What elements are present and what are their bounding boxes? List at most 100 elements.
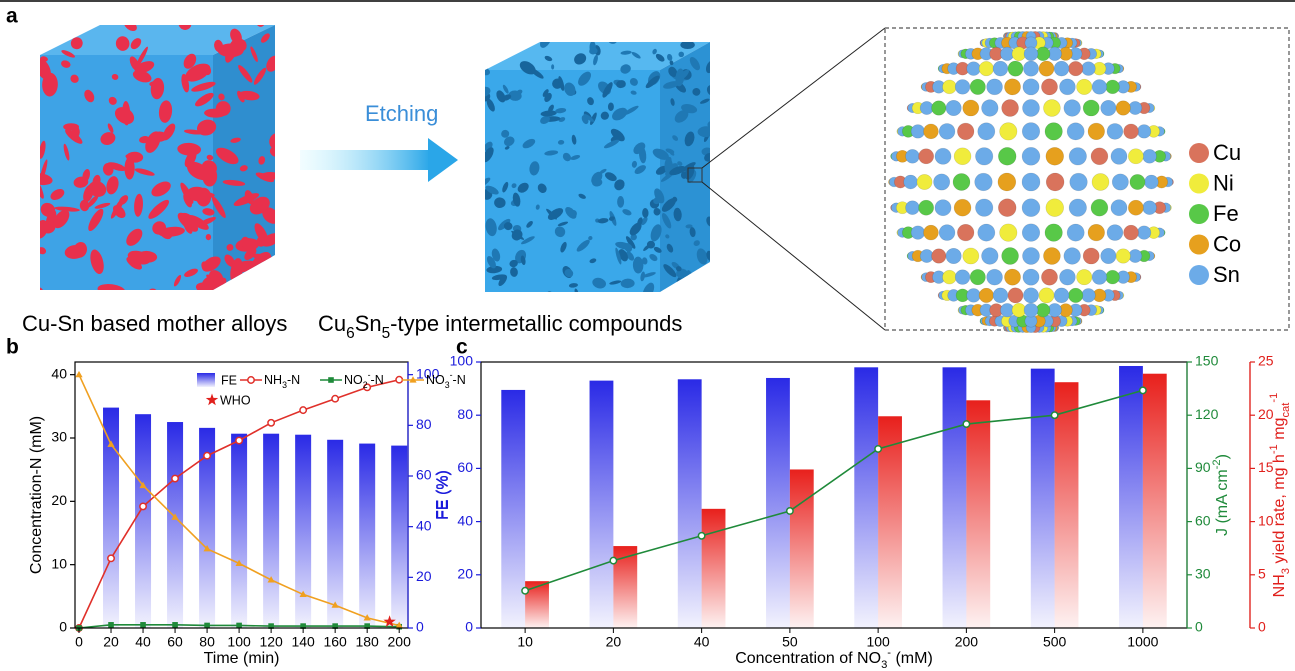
x-tick-label: 50 (782, 634, 798, 650)
atom (1101, 100, 1116, 115)
atom (943, 80, 957, 94)
marker (140, 503, 146, 509)
legend-label: NO3--N (426, 370, 466, 390)
x-tick-label: 160 (323, 634, 347, 650)
atom (1124, 225, 1139, 240)
y-tick-label: 60 (416, 467, 432, 483)
atom (967, 62, 981, 76)
alloy-blob (102, 290, 109, 296)
marker (172, 622, 178, 628)
atom (1045, 224, 1062, 241)
atom (919, 200, 934, 215)
element-legend: CuNiFeCoSn (1189, 140, 1241, 287)
alloy-blob (246, 271, 264, 287)
atom (1022, 173, 1040, 191)
x-tick-label: 40 (694, 634, 710, 650)
marker (248, 377, 254, 383)
atom (954, 148, 971, 165)
atom (1064, 248, 1081, 265)
atom (1092, 173, 1109, 190)
atom (935, 148, 951, 164)
arrow-label: Etching (365, 101, 438, 126)
text-part: -N (371, 373, 384, 387)
y-tick-label: 100 (450, 353, 474, 369)
zoom-line (702, 182, 885, 330)
atom (967, 288, 981, 302)
marker (108, 555, 114, 561)
atom (1022, 224, 1040, 242)
pore (617, 196, 624, 208)
arrow-shaft (300, 150, 430, 170)
alloy-blob (264, 277, 272, 286)
pore (551, 64, 554, 69)
atom (1041, 79, 1057, 95)
element-swatch (1189, 204, 1209, 224)
atom (1008, 61, 1023, 76)
atom (1023, 269, 1039, 285)
bar (678, 379, 702, 628)
atom (998, 199, 1016, 217)
atom (917, 174, 932, 189)
marker (236, 437, 242, 443)
marker (206, 394, 218, 406)
element-label: Fe (1213, 201, 1239, 226)
mother-alloy-cube (27, 8, 288, 306)
y-tick-label: 30 (1195, 566, 1211, 582)
x-tick-label: 180 (355, 634, 379, 650)
text-part: mg (1271, 418, 1288, 445)
element-label: Cu (1213, 140, 1241, 165)
text-part: NO (344, 373, 363, 387)
y-tick-label: 30 (51, 429, 67, 445)
atom (1068, 288, 1082, 302)
marker (75, 371, 82, 377)
atom (957, 224, 974, 241)
alloy-blob (48, 32, 66, 45)
atom (1000, 224, 1017, 241)
text-part: -N (453, 373, 466, 387)
bar (854, 367, 878, 628)
atom (978, 224, 995, 241)
x-tick-label: 0 (75, 634, 83, 650)
x-tick-label: 10 (517, 634, 533, 650)
x-tick-label: 200 (955, 634, 979, 650)
y-tick-label: 90 (1195, 459, 1211, 475)
atom (924, 225, 939, 240)
bar (590, 381, 614, 628)
marker (522, 588, 528, 594)
y-tick-label: 150 (1195, 353, 1219, 369)
x-tick-label: 1000 (1127, 634, 1158, 650)
atom (1091, 148, 1108, 165)
atom (1023, 79, 1039, 95)
atom (1107, 123, 1123, 139)
alloy-blob (124, 157, 134, 180)
atom (1111, 200, 1127, 216)
element-swatch (1189, 174, 1209, 194)
text-part: yield rate, mg h (1271, 454, 1288, 568)
atom (1144, 175, 1158, 189)
y-tick-label: 0 (59, 619, 67, 635)
pore (678, 52, 684, 58)
arrow-head (428, 138, 458, 182)
text-part: cat (1280, 402, 1292, 418)
text-part: 5 (382, 325, 391, 342)
y-tick-label: 5 (1258, 566, 1266, 582)
alloy-blob (237, 277, 256, 306)
atom (955, 80, 970, 95)
element-label: Sn (1213, 262, 1240, 287)
atom (1101, 248, 1116, 263)
bar (327, 440, 343, 628)
atom (1128, 200, 1143, 215)
atom (924, 124, 939, 139)
bar (1143, 374, 1167, 628)
atom (1069, 199, 1086, 216)
intermetallic-cube (476, 32, 719, 301)
y-tick-label: 0 (1258, 619, 1266, 635)
legend-swatch (197, 373, 215, 387)
marker (1051, 412, 1057, 418)
element-swatch (1189, 265, 1209, 285)
atom (970, 269, 985, 284)
chart: b010203040Concentration-N (mM)0204060801… (6, 336, 466, 668)
bar (1031, 369, 1055, 628)
bar (966, 400, 990, 628)
y-tick-label: 0 (465, 619, 473, 635)
